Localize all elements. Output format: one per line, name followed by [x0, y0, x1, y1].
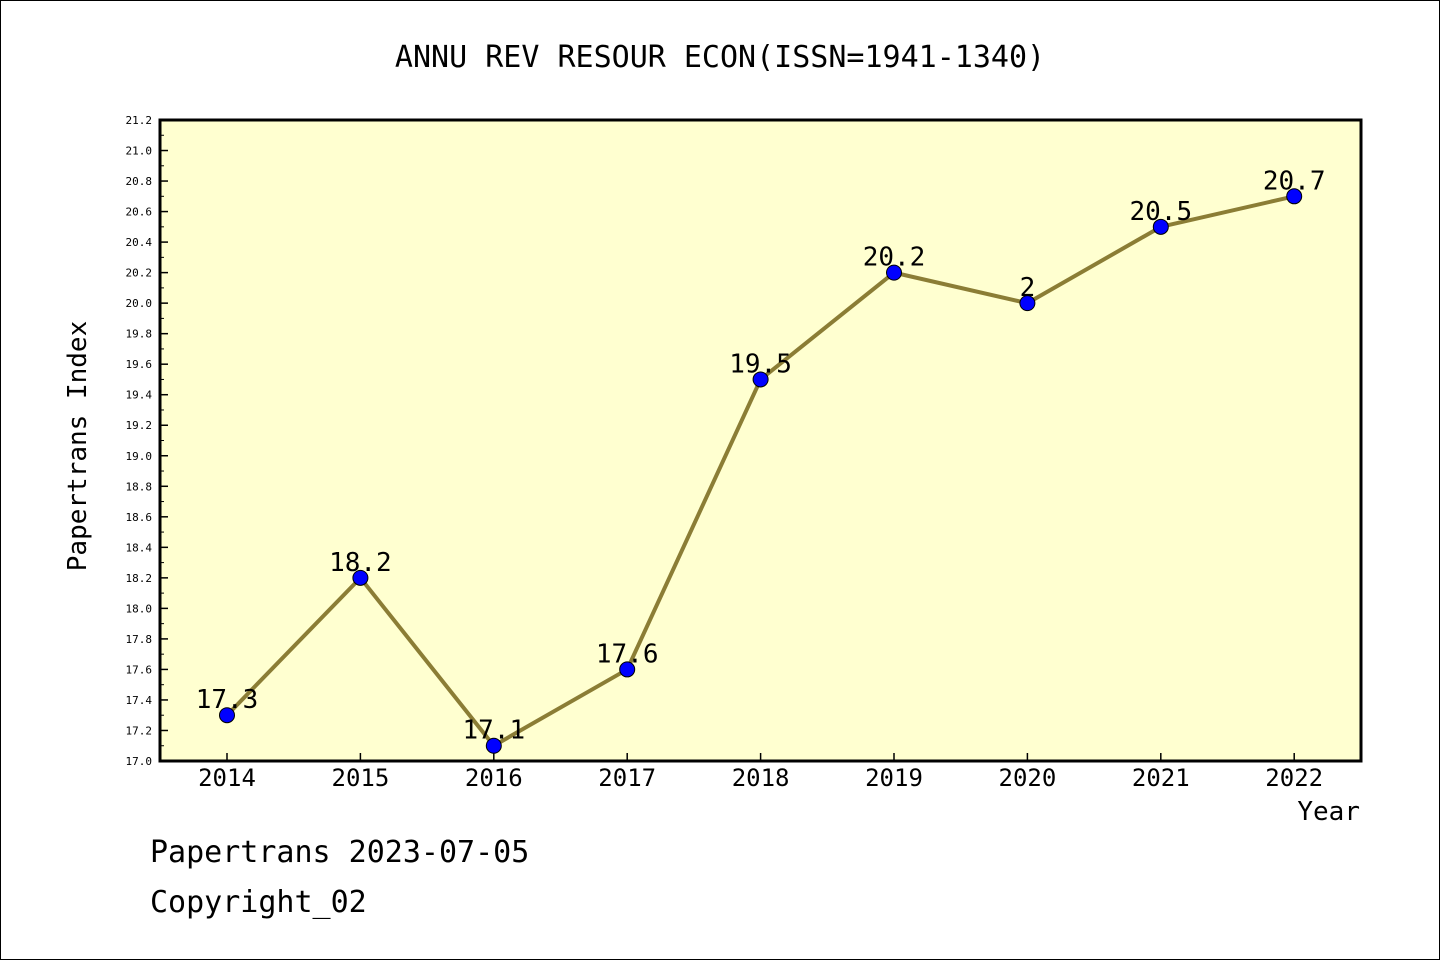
y-tick-label: 18.0	[126, 602, 153, 615]
y-tick-label: 17.8	[126, 633, 153, 646]
x-axis-label: Year	[1297, 797, 1360, 827]
data-label: 17.6	[596, 639, 659, 669]
y-tick-label: 19.8	[126, 328, 153, 341]
y-tick-label: 17.0	[126, 755, 153, 768]
y-tick-label: 20.8	[126, 175, 153, 188]
data-label: 2	[1020, 273, 1036, 303]
x-tick-label: 2019	[865, 764, 923, 792]
y-tick-label: 18.8	[126, 480, 153, 493]
y-tick-label: 20.4	[126, 236, 153, 249]
data-label: 20.7	[1263, 166, 1326, 196]
x-tick-label: 2017	[598, 764, 656, 792]
data-point	[886, 264, 902, 281]
x-tick-label: 2022	[1265, 764, 1323, 792]
data-point	[352, 569, 369, 586]
y-tick-label: 20.2	[126, 267, 153, 280]
data-point	[1019, 295, 1036, 312]
data-label: 18.2	[329, 548, 392, 578]
data-point	[752, 371, 769, 388]
y-tick-label: 18.6	[126, 511, 153, 524]
data-label: 20.5	[1129, 197, 1192, 227]
x-tick-label: 2020	[999, 764, 1057, 792]
y-tick-label: 18.2	[126, 572, 153, 585]
x-tick-label: 2014	[198, 764, 256, 792]
y-tick-label: 19.4	[126, 389, 153, 402]
y-axis-label: Papertrans Index	[63, 321, 93, 571]
footer-copyright: Copyright_02	[150, 885, 367, 920]
data-label: 19.5	[729, 349, 792, 379]
y-tick-label: 20.6	[126, 206, 153, 219]
footer-date: Papertrans 2023-07-05	[150, 835, 530, 870]
y-tick-label: 21.2	[126, 114, 153, 127]
y-axis: 17.0 17.2 17.4 17.6 17.8 18.0 18.2 18.4 18.6 18.8…	[126, 114, 168, 768]
y-tick-label: 18.4	[126, 541, 153, 554]
data-label: 17.3	[196, 685, 259, 715]
y-tick-label: 17.4	[126, 694, 153, 707]
series-layer: 17.3 18.2 17.1 17.6 19.5 20.2 2 20.5 20.7	[196, 166, 1326, 754]
data-label: 20.2	[863, 243, 926, 273]
y-tick-label: 21.0	[126, 145, 153, 158]
y-tick-label: 17.6	[126, 663, 153, 676]
y-tick-label: 19.0	[126, 450, 153, 463]
y-tick-label: 17.2	[126, 724, 153, 737]
data-point	[485, 737, 502, 754]
y-tick-label: 20.0	[126, 297, 153, 310]
data-point	[219, 707, 235, 724]
x-axis: 2014 2015 2016 2017 2018 2019 2020 2021 2022	[198, 753, 1323, 792]
data-point	[1152, 218, 1169, 235]
x-tick-label: 2015	[332, 764, 390, 792]
data-point	[619, 661, 636, 678]
x-tick-label: 2018	[732, 764, 790, 792]
x-tick-label: 2021	[1132, 764, 1190, 792]
y-tick-label: 19.6	[126, 358, 153, 371]
data-label: 17.1	[462, 716, 525, 746]
y-tick-label: 19.2	[126, 419, 153, 432]
x-tick-label: 2016	[465, 764, 523, 792]
chart-title: ANNU REV RESOUR ECON(ISSN=1941-1340)	[395, 40, 1045, 75]
data-point	[1286, 188, 1303, 205]
